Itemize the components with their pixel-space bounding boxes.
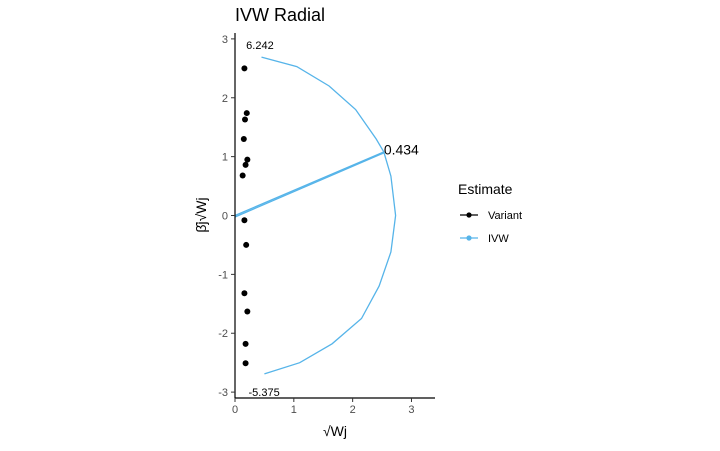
x-tick-label: 3	[408, 404, 414, 416]
point-annotation: -5.375	[249, 387, 280, 399]
annotations: 6.242 0.434 -5.375	[246, 40, 419, 399]
variant-point	[241, 65, 248, 72]
y-tick-label: 1	[222, 152, 228, 164]
chart-title: IVW Radial	[235, 5, 325, 25]
variant-point	[242, 116, 248, 123]
x-axis-label: √Wj	[323, 423, 347, 439]
ivw-estimate-line	[234, 151, 385, 217]
y-tick-label: 3	[222, 34, 228, 46]
y-tick-label: -1	[218, 269, 228, 281]
variant-point	[241, 290, 248, 297]
point-annotation: 6.242	[246, 40, 274, 52]
ivw-estimate-line	[234, 152, 385, 218]
variant-point	[242, 340, 249, 347]
legend-key-point	[466, 212, 472, 218]
y-tick-label: 0	[222, 211, 228, 223]
y-tick-label: -2	[218, 328, 228, 340]
point-annotation: 0.434	[384, 142, 419, 158]
legend-title: Estimate	[458, 181, 513, 197]
plot-area	[234, 56, 397, 375]
variant-point	[239, 172, 246, 179]
legend-entry-label: Variant	[488, 210, 522, 222]
x-tick-label: 0	[232, 404, 238, 416]
variant-point	[242, 360, 249, 367]
y-axis: -3 -2 -1 0 1 2 3	[218, 33, 236, 399]
variant-point	[242, 161, 249, 168]
legend: Estimate Variant IVW	[458, 181, 522, 245]
variant-point	[240, 135, 247, 142]
variant-point	[244, 308, 251, 315]
x-axis: 0 1 2 3	[232, 397, 435, 416]
variant-point	[243, 110, 250, 117]
y-tick-label: -3	[218, 387, 228, 399]
y-tick-label: 2	[222, 93, 228, 105]
variant-point	[243, 241, 250, 248]
x-tick-label: 2	[350, 404, 356, 416]
legend-key-point	[466, 235, 472, 241]
x-tick-label: 1	[291, 404, 297, 416]
variant-point	[244, 156, 251, 163]
y-axis-label: β̂j√Wj	[193, 197, 209, 232]
legend-entry-label: IVW	[488, 233, 509, 245]
variant-point	[241, 217, 248, 224]
ivw-radial-arc	[261, 56, 397, 375]
